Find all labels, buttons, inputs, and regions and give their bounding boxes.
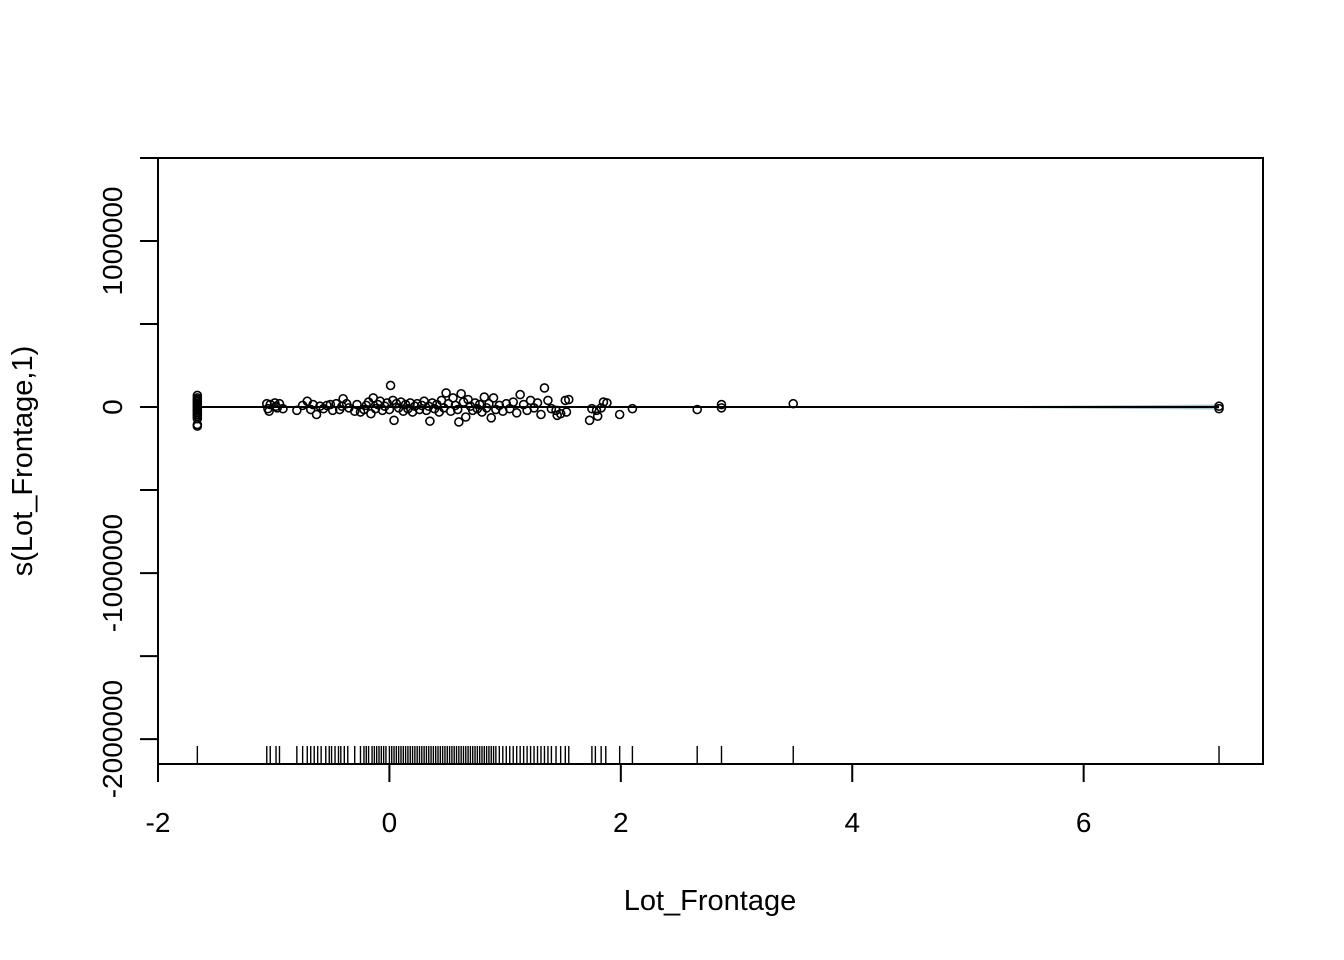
data-point	[458, 397, 469, 407]
data-point	[454, 417, 464, 427]
data-point	[452, 404, 463, 415]
data-point	[614, 409, 625, 420]
rug-layer	[196, 746, 1220, 764]
data-point	[470, 398, 480, 408]
data-point	[515, 389, 525, 400]
data-point	[508, 397, 519, 407]
data-point	[546, 403, 557, 414]
data-point	[532, 398, 543, 408]
y-axis: -2000000 -1000000 0 1000000	[97, 157, 159, 798]
data-point	[366, 408, 376, 419]
data-point	[311, 409, 322, 420]
data-point	[592, 411, 603, 421]
data-point	[486, 413, 497, 423]
data-point	[563, 394, 574, 405]
x-tick-label: 6	[1076, 807, 1092, 838]
data-point	[1214, 403, 1224, 414]
data-point	[278, 403, 288, 414]
data-point	[460, 412, 471, 422]
data-point	[692, 404, 702, 415]
data-point	[484, 398, 494, 409]
points-layer	[192, 380, 1224, 431]
plot-frame	[157, 157, 1264, 765]
data-point	[292, 405, 302, 416]
data-point	[325, 399, 336, 410]
x-axis-title: Lot_Frontage	[624, 885, 797, 917]
x-tick-label: 4	[844, 807, 860, 838]
data-point	[716, 403, 727, 413]
data-point	[427, 398, 438, 408]
data-point	[479, 392, 490, 402]
y-tick-label: -2000000	[97, 680, 128, 798]
data-point	[352, 399, 362, 410]
data-point	[596, 403, 606, 413]
data-point	[561, 407, 572, 417]
data-point	[389, 415, 399, 426]
data-point	[488, 393, 499, 403]
x-axis: -2 0 2 4 6	[146, 763, 1092, 838]
x-tick-label: 0	[382, 807, 398, 838]
data-point	[539, 383, 550, 393]
data-point	[627, 403, 638, 414]
data-point	[385, 380, 396, 391]
data-point	[396, 397, 406, 407]
y-tick-label: -1000000	[97, 514, 128, 632]
data-point	[536, 409, 546, 420]
data-point	[305, 404, 316, 415]
y-tick-label: 0	[97, 399, 128, 415]
data-point	[587, 403, 597, 414]
y-axis-title: s(Lot_Frontage,1)	[7, 346, 39, 577]
data-point	[543, 395, 553, 406]
data-point	[192, 421, 203, 431]
data-point	[384, 404, 395, 415]
data-point	[425, 416, 435, 426]
data-point	[602, 398, 612, 408]
x-tick-label: 2	[613, 807, 629, 838]
data-point	[584, 415, 595, 426]
data-point	[511, 408, 522, 418]
data-point	[788, 398, 799, 409]
data-point	[716, 399, 727, 410]
data-point	[441, 388, 451, 398]
x-tick-label: -2	[146, 807, 171, 838]
data-point	[456, 388, 466, 399]
data-point	[552, 410, 562, 421]
data-point	[591, 405, 602, 416]
data-point	[264, 406, 274, 416]
y-tick-label: 1000000	[97, 187, 128, 296]
